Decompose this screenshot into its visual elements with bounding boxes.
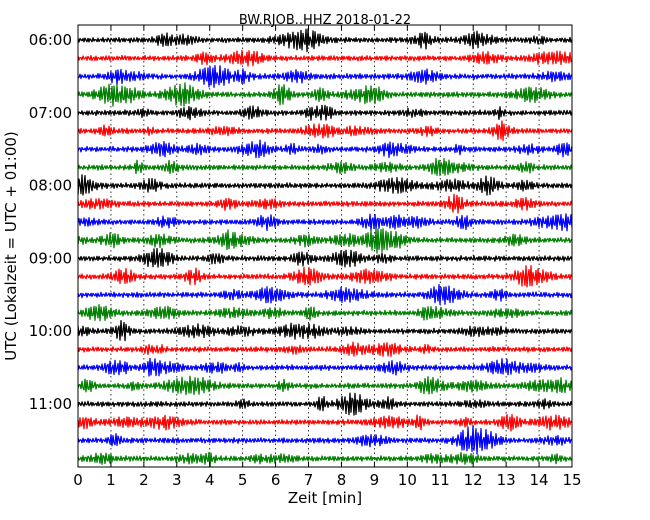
- trace-line: [77, 247, 573, 268]
- x-tick-label: 2: [139, 471, 149, 489]
- trace-line: [77, 174, 573, 196]
- trace-line: [77, 357, 573, 377]
- x-tick-label: 11: [431, 471, 450, 489]
- trace-line: [77, 28, 573, 53]
- trace-line: [77, 265, 573, 288]
- y-tick-label: 10:00: [29, 322, 72, 340]
- chart-title: BW.RJOB..HHZ 2018-01-22: [239, 13, 411, 28]
- x-tick-label: 8: [337, 471, 347, 489]
- axis-ticks: [77, 25, 573, 467]
- trace-line: [77, 193, 573, 214]
- x-tick-label: 15: [562, 471, 581, 489]
- y-tick-label: 06:00: [29, 31, 72, 49]
- x-tick-label: 14: [530, 471, 549, 489]
- x-axis-label: Zeit [min]: [288, 489, 362, 507]
- x-tick-label: 1: [106, 471, 116, 489]
- trace-line: [77, 104, 573, 121]
- trace-line: [77, 283, 573, 306]
- x-tick-label: 3: [172, 471, 182, 489]
- x-tick-label: 12: [464, 471, 483, 489]
- trace-line: [77, 451, 573, 468]
- x-tick-label: 10: [398, 471, 417, 489]
- trace-line: [77, 213, 573, 232]
- trace-line: [77, 139, 573, 159]
- x-tick-label: 0: [73, 471, 83, 489]
- trace-line: [77, 424, 573, 455]
- trace-line: [77, 320, 573, 342]
- x-tick-label: 4: [205, 471, 215, 489]
- trace-line: [77, 303, 573, 322]
- x-tick-label: 13: [497, 471, 516, 489]
- y-tick-label: 08:00: [29, 177, 72, 195]
- plot-frame: [77, 24, 573, 468]
- trace-line: [77, 375, 573, 396]
- y-tick-label: 07:00: [29, 104, 72, 122]
- trace-line: [77, 413, 573, 432]
- grid-lines: [110, 25, 540, 467]
- y-axis-label: UTC (Lokalzeit = UTC + 01:00): [2, 131, 20, 361]
- trace-line: [77, 392, 573, 416]
- x-tick-label: 7: [304, 471, 314, 489]
- trace-line: [77, 65, 573, 89]
- trace-line: [77, 228, 573, 254]
- trace-line: [77, 157, 573, 177]
- x-tick-labels: 0 1 2 3 4 5 6 7 8 9 10 11 12 13 14 15: [73, 471, 581, 489]
- traces: [77, 28, 573, 468]
- x-tick-label: 5: [238, 471, 248, 489]
- trace-line: [77, 82, 573, 107]
- x-tick-label: 9: [370, 471, 380, 489]
- x-tick-label: 6: [271, 471, 281, 489]
- trace-line: [77, 120, 573, 142]
- trace-line: [77, 49, 573, 67]
- trace-line: [77, 341, 573, 357]
- y-tick-label: 11:00: [29, 395, 72, 413]
- y-tick-label: 09:00: [29, 249, 72, 267]
- y-tick-labels: 06:00 07:00 08:00 09:00 10:00 11:00: [29, 31, 72, 413]
